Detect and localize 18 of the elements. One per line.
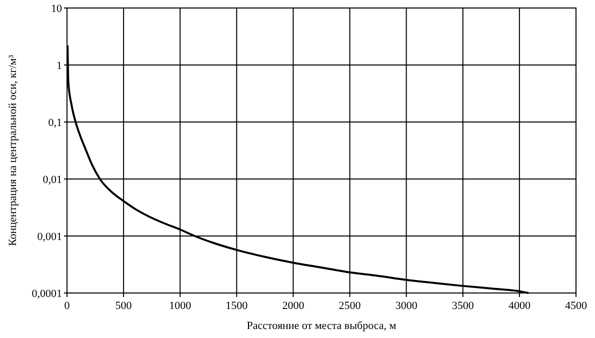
x-tick-label: 500: [115, 300, 132, 312]
x-tick-label: 2500: [338, 300, 362, 312]
x-tick-label: 2000: [282, 300, 305, 312]
y-tick-label: 0,001: [37, 231, 62, 243]
x-tick-label: 3500: [452, 300, 474, 312]
x-tick-label: 1000: [169, 300, 192, 312]
x-tick-label: 3000: [395, 300, 418, 312]
x-tick-label: 1500: [226, 300, 248, 312]
x-axis-title: Расстояние от места выброса, м: [246, 320, 396, 332]
y-tick-label: 0,01: [42, 174, 62, 186]
y-axis-title: Концентрация на центральной оси, кг/м³: [7, 54, 19, 246]
y-tick-label: 0,0001: [32, 288, 62, 300]
x-tick-label: 4500: [565, 300, 588, 312]
y-tick-label: 0,1: [48, 117, 62, 129]
x-tick-label: 4000: [508, 300, 531, 312]
y-tick-label: 1: [56, 60, 62, 72]
x-tick-label: 0: [64, 300, 70, 312]
y-tick-label: 10: [51, 3, 62, 15]
